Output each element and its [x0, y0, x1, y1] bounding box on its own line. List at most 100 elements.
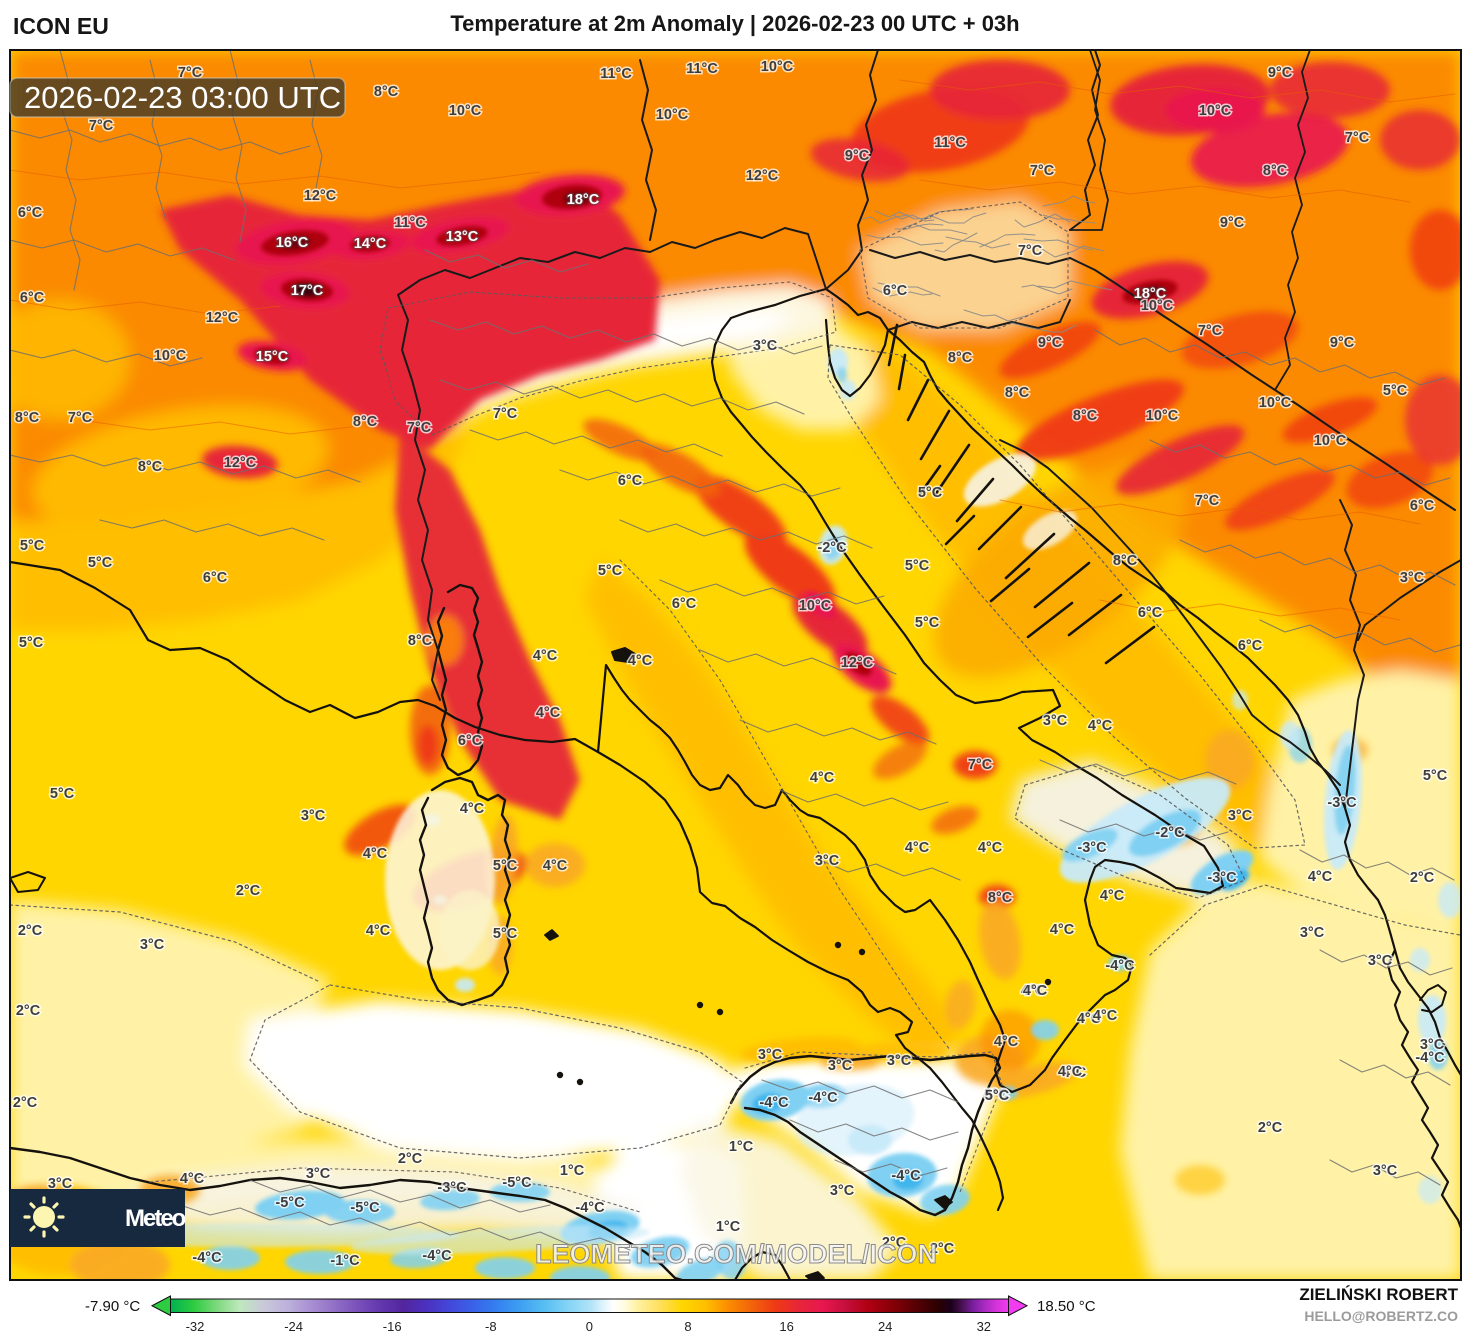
svg-text:2°C: 2°C — [18, 923, 43, 939]
svg-text:4°C: 4°C — [905, 840, 930, 856]
svg-text:10°C: 10°C — [1141, 298, 1174, 314]
svg-text:11°C: 11°C — [394, 215, 426, 231]
svg-text:5°C: 5°C — [1383, 383, 1408, 399]
svg-text:9°C: 9°C — [1038, 335, 1063, 351]
svg-text:12°C: 12°C — [224, 455, 257, 471]
svg-text:7°C: 7°C — [968, 757, 993, 773]
svg-text:4°C: 4°C — [628, 653, 653, 669]
svg-text:8°C: 8°C — [353, 414, 378, 430]
svg-text:-5°C: -5°C — [275, 1195, 305, 1211]
svg-text:-4°C: -4°C — [1415, 1050, 1445, 1066]
svg-text:-1°C: -1°C — [330, 1253, 360, 1269]
svg-text:5°C: 5°C — [493, 926, 518, 942]
svg-text:2°C: 2°C — [398, 1151, 423, 1167]
svg-text:3°C: 3°C — [1228, 808, 1253, 824]
svg-text:3°C: 3°C — [1373, 1163, 1398, 1179]
svg-text:4°C: 4°C — [1021, 983, 1046, 999]
svg-text:14°C: 14°C — [354, 236, 387, 252]
svg-text:11°C: 11°C — [600, 66, 632, 82]
svg-text:5°C: 5°C — [918, 485, 943, 501]
svg-text:8°C: 8°C — [1113, 553, 1138, 569]
svg-text:3°C: 3°C — [1400, 570, 1425, 586]
svg-text:7°C: 7°C — [1018, 243, 1043, 259]
svg-text:-4°C: -4°C — [759, 1095, 789, 1111]
svg-text:2°C: 2°C — [1258, 1120, 1283, 1136]
svg-text:12°C: 12°C — [841, 655, 874, 671]
svg-text:-3°C: -3°C — [437, 1180, 467, 1196]
svg-text:7°C: 7°C — [1030, 163, 1055, 179]
svg-text:16°C: 16°C — [276, 235, 309, 251]
svg-text:10°C: 10°C — [449, 103, 482, 119]
svg-text:6°C: 6°C — [20, 290, 45, 306]
svg-text:3°C: 3°C — [1043, 713, 1068, 729]
svg-text:9°C: 9°C — [845, 148, 870, 164]
svg-text:3°C: 3°C — [828, 1058, 853, 1074]
svg-text:3°C: 3°C — [758, 1047, 783, 1063]
svg-text:-2°C: -2°C — [817, 540, 847, 556]
svg-text:8: 8 — [684, 1319, 691, 1334]
svg-text:7°C: 7°C — [1198, 323, 1223, 339]
svg-text:ICON EU: ICON EU — [13, 13, 109, 39]
svg-text:6°C: 6°C — [1138, 605, 1163, 621]
svg-text:-32: -32 — [186, 1319, 205, 1334]
svg-text:8°C: 8°C — [948, 350, 973, 366]
svg-text:5°C: 5°C — [19, 635, 44, 651]
svg-text:4°C: 4°C — [543, 858, 568, 874]
svg-text:4°C: 4°C — [1062, 1065, 1087, 1081]
svg-text:3°C: 3°C — [1420, 1037, 1445, 1053]
svg-text:8°C: 8°C — [1073, 408, 1098, 424]
svg-text:6°C: 6°C — [1238, 638, 1263, 654]
svg-text:-4°C: -4°C — [575, 1200, 605, 1216]
svg-text:8°C: 8°C — [988, 890, 1013, 906]
svg-text:3°C: 3°C — [1368, 953, 1393, 969]
svg-text:4°C: 4°C — [180, 1171, 205, 1187]
svg-text:10°C: 10°C — [761, 59, 794, 75]
svg-text:4°C: 4°C — [366, 923, 391, 939]
svg-text:-5°C: -5°C — [350, 1200, 380, 1216]
svg-text:-2°C: -2°C — [1155, 825, 1185, 841]
svg-text:5°C: 5°C — [20, 538, 45, 554]
svg-text:18°C: 18°C — [1134, 286, 1167, 302]
svg-text:10°C: 10°C — [656, 107, 689, 123]
svg-text:9°C: 9°C — [1220, 215, 1245, 231]
svg-text:4°C: 4°C — [363, 846, 388, 862]
svg-text:7°C: 7°C — [493, 406, 518, 422]
svg-text:-4°C: -4°C — [808, 1090, 838, 1106]
svg-text:5°C: 5°C — [493, 858, 518, 874]
svg-text:12°C: 12°C — [206, 310, 239, 326]
svg-text:6°C: 6°C — [203, 570, 228, 586]
svg-text:3°C: 3°C — [815, 853, 840, 869]
svg-text:2°C: 2°C — [1410, 870, 1435, 886]
svg-text:32: 32 — [977, 1319, 991, 1334]
svg-text:1°C: 1°C — [716, 1219, 741, 1235]
svg-text:4°C: 4°C — [1058, 1064, 1083, 1080]
svg-text:0: 0 — [586, 1319, 593, 1334]
svg-text:LEOMETEO.COM/MODEL/ICON: LEOMETEO.COM/MODEL/ICON — [535, 1239, 937, 1269]
svg-text:1°C: 1°C — [729, 1139, 754, 1155]
svg-text:5°C: 5°C — [905, 558, 930, 574]
svg-text:7°C: 7°C — [407, 420, 432, 436]
svg-text:10°C: 10°C — [1146, 408, 1179, 424]
svg-text:4°C: 4°C — [1088, 718, 1113, 734]
svg-text:13°C: 13°C — [446, 229, 479, 245]
svg-text:-4°C: -4°C — [891, 1168, 921, 1184]
svg-text:3°C: 3°C — [1300, 925, 1325, 941]
svg-text:8°C: 8°C — [138, 459, 163, 475]
svg-text:5°C: 5°C — [1423, 768, 1448, 784]
svg-text:4°C: 4°C — [1023, 983, 1048, 999]
svg-text:2°C: 2°C — [236, 883, 261, 899]
svg-text:9°C: 9°C — [1330, 335, 1355, 351]
svg-text:-3°C: -3°C — [1327, 795, 1357, 811]
svg-text:7°C: 7°C — [68, 410, 93, 426]
svg-text:4°C: 4°C — [1050, 922, 1075, 938]
svg-text:ZIELIŃSKI ROBERT: ZIELIŃSKI ROBERT — [1299, 1285, 1458, 1304]
svg-text:12°C: 12°C — [304, 188, 337, 204]
svg-text:12°C: 12°C — [746, 168, 779, 184]
svg-text:-16: -16 — [383, 1319, 402, 1334]
svg-text:2°C: 2°C — [930, 1241, 955, 1257]
svg-text:5°C: 5°C — [88, 555, 113, 571]
svg-text:HELLO@ROBERTZ.CO: HELLO@ROBERTZ.CO — [1304, 1308, 1458, 1324]
svg-text:24: 24 — [878, 1319, 892, 1334]
svg-text:5°C: 5°C — [598, 563, 623, 579]
svg-text:3°C: 3°C — [48, 1176, 73, 1192]
